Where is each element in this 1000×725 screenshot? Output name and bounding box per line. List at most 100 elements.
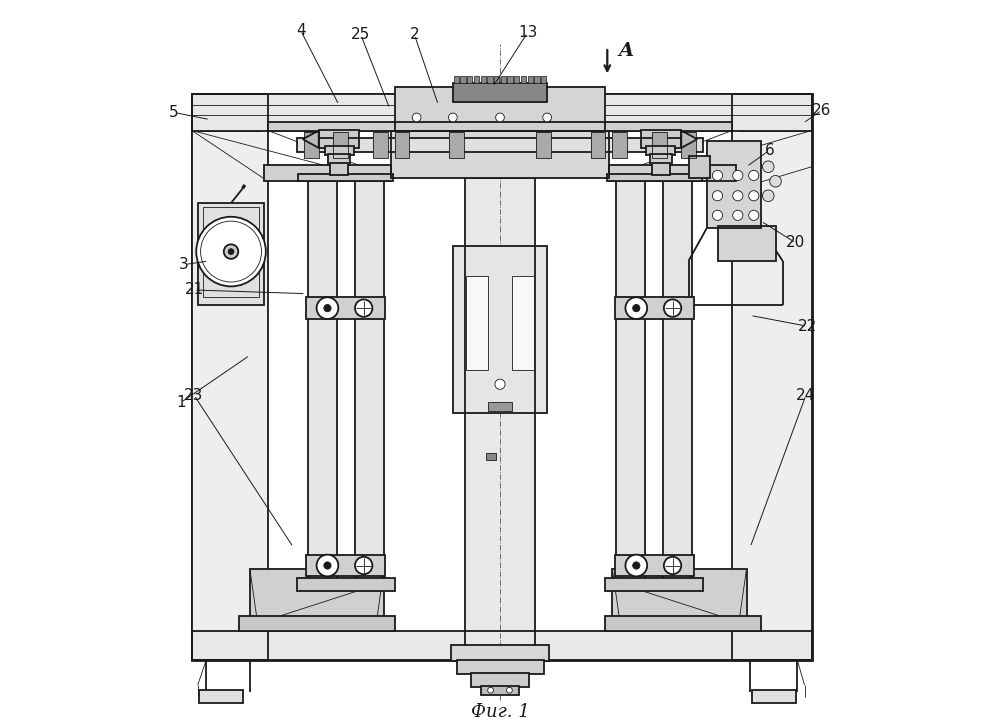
Circle shape	[712, 170, 723, 181]
Bar	[391, 130, 609, 178]
Circle shape	[412, 113, 421, 122]
Bar	[199, 690, 243, 703]
Bar	[612, 132, 627, 158]
Text: 25: 25	[351, 28, 370, 42]
Bar	[308, 178, 337, 584]
Circle shape	[317, 297, 338, 319]
Bar	[615, 297, 694, 319]
Bar	[355, 178, 384, 584]
Bar	[616, 178, 645, 584]
Bar	[454, 76, 459, 83]
Bar	[488, 402, 512, 411]
Circle shape	[712, 210, 723, 220]
Text: 22: 22	[798, 319, 817, 334]
Bar	[264, 165, 391, 181]
Bar	[395, 87, 605, 130]
Bar	[198, 203, 264, 304]
Bar	[641, 130, 681, 148]
Bar	[192, 94, 268, 660]
Bar	[512, 276, 534, 370]
Bar	[328, 154, 350, 165]
Bar	[605, 616, 761, 631]
Bar	[306, 297, 385, 319]
Circle shape	[770, 175, 781, 187]
Text: 4: 4	[296, 23, 305, 38]
Bar	[652, 132, 667, 158]
Bar	[192, 94, 812, 660]
Bar	[663, 178, 692, 584]
Bar	[652, 163, 670, 175]
Bar	[239, 616, 395, 631]
Circle shape	[733, 210, 743, 220]
Bar	[306, 297, 385, 319]
Circle shape	[633, 304, 640, 312]
Bar	[609, 165, 736, 181]
Bar	[395, 132, 409, 158]
Text: 21: 21	[184, 283, 204, 297]
Bar	[268, 122, 732, 130]
Bar	[536, 132, 551, 158]
Bar	[465, 178, 535, 660]
Bar	[453, 247, 547, 413]
Bar	[456, 660, 544, 674]
Text: 6: 6	[765, 143, 775, 157]
Text: 13: 13	[518, 25, 537, 40]
Bar	[250, 569, 384, 620]
Bar	[486, 453, 496, 460]
Bar	[192, 94, 268, 660]
Bar	[460, 76, 466, 83]
Circle shape	[733, 170, 743, 181]
Circle shape	[355, 557, 372, 574]
Bar	[612, 569, 746, 620]
Bar	[306, 555, 385, 576]
Bar	[453, 83, 547, 102]
Circle shape	[664, 557, 681, 574]
Bar	[615, 555, 694, 576]
Bar	[192, 94, 812, 130]
Bar	[501, 76, 506, 83]
Circle shape	[749, 210, 759, 220]
Text: 2: 2	[410, 28, 419, 42]
Bar	[663, 178, 692, 584]
Circle shape	[449, 113, 457, 122]
Bar	[306, 555, 385, 576]
Circle shape	[488, 687, 493, 693]
Text: 3: 3	[179, 257, 189, 272]
Bar	[612, 132, 627, 158]
Bar	[395, 87, 605, 130]
Bar	[616, 178, 645, 584]
Bar	[534, 76, 540, 83]
Bar	[481, 76, 486, 83]
Circle shape	[196, 217, 266, 286]
Circle shape	[507, 687, 512, 693]
Bar	[528, 76, 533, 83]
Bar	[319, 130, 359, 148]
Bar	[297, 578, 395, 591]
Bar	[521, 76, 526, 83]
Circle shape	[324, 562, 331, 569]
Bar	[333, 132, 348, 158]
Text: Фиг. 1: Фиг. 1	[471, 703, 529, 721]
Bar	[192, 94, 812, 130]
Bar	[641, 130, 681, 148]
Circle shape	[625, 555, 647, 576]
Bar	[304, 132, 319, 158]
Bar	[615, 555, 694, 576]
Bar	[373, 132, 388, 158]
Bar	[494, 76, 499, 83]
Circle shape	[733, 191, 743, 201]
Bar	[465, 178, 535, 660]
Bar	[319, 130, 359, 148]
Circle shape	[317, 555, 338, 576]
Circle shape	[324, 304, 331, 312]
Bar	[330, 163, 348, 175]
Text: A: A	[618, 42, 633, 59]
Bar	[192, 631, 812, 660]
Bar	[688, 156, 710, 178]
Text: 23: 23	[184, 388, 204, 402]
Bar	[474, 76, 479, 83]
Bar	[536, 132, 551, 158]
Circle shape	[496, 113, 504, 122]
Bar	[203, 207, 259, 297]
Bar	[681, 132, 696, 158]
